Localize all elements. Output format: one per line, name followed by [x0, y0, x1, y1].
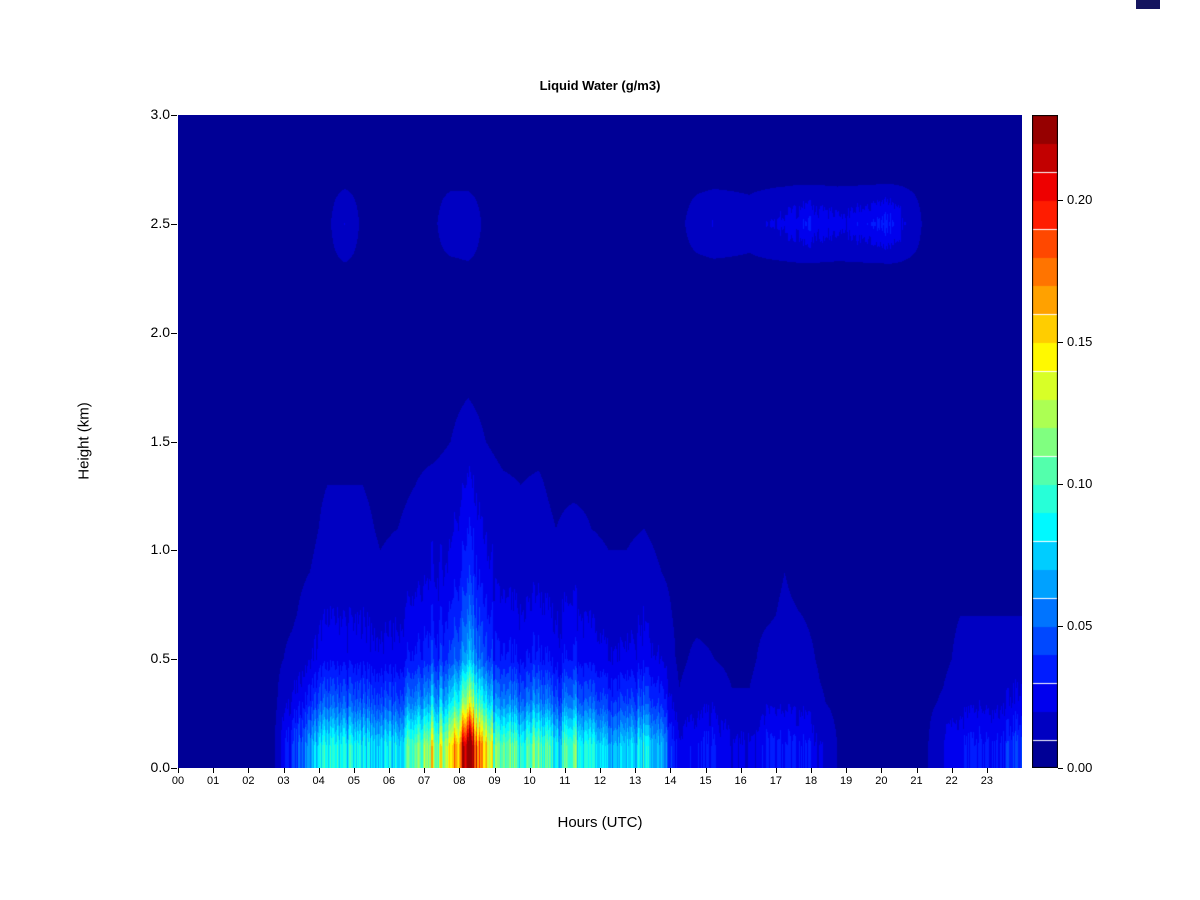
x-tick-label: 21 — [910, 775, 923, 787]
y-tick-mark — [171, 550, 177, 551]
x-tick-mark — [213, 768, 214, 773]
x-tick-label: 17 — [769, 775, 782, 787]
x-tick-label: 09 — [488, 775, 501, 787]
x-tick-label: 05 — [347, 775, 360, 787]
x-tick-label: 15 — [699, 775, 712, 787]
x-tick-label: 18 — [804, 775, 818, 787]
x-tick-label: 06 — [382, 775, 396, 787]
x-tick-mark — [741, 768, 742, 773]
x-tick-mark — [284, 768, 285, 773]
x-tick-label: 07 — [418, 775, 431, 787]
x-tick-mark — [635, 768, 636, 773]
x-tick-label: 02 — [242, 775, 255, 787]
colorbar-tick-mark — [1058, 200, 1063, 201]
y-tick-label: 2.5 — [150, 214, 170, 231]
colorbar-tick-label: 0.20 — [1067, 192, 1093, 208]
x-tick-label: 04 — [312, 775, 325, 787]
x-tick-mark — [706, 768, 707, 773]
x-tick-label: 00 — [171, 775, 185, 787]
x-tick-mark — [917, 768, 918, 773]
x-tick-label: 11 — [559, 775, 571, 787]
chart-title: Liquid Water (g/m3) — [539, 78, 661, 93]
colorbar-canvas — [1032, 115, 1058, 768]
x-tick-mark — [459, 768, 460, 773]
y-tick-label: 1.0 — [150, 541, 170, 558]
x-tick-label: 12 — [593, 775, 607, 787]
y-tick-label: 2.0 — [150, 323, 170, 340]
x-tick-mark — [987, 768, 988, 773]
x-axis-label: Hours (UTC) — [557, 814, 643, 831]
x-tick-mark — [565, 768, 566, 773]
x-tick-label: 20 — [875, 775, 888, 787]
screen-artifact — [1136, 0, 1160, 9]
x-tick-label: 14 — [664, 775, 677, 787]
colorbar-tick-mark — [1058, 768, 1063, 769]
heatmap-canvas — [178, 115, 1022, 768]
x-tick-label: 16 — [734, 775, 747, 787]
colorbar-tick-label: 0.15 — [1067, 334, 1093, 350]
x-tick-label: 08 — [453, 775, 466, 787]
x-tick-mark — [178, 768, 179, 773]
x-tick-mark — [846, 768, 847, 773]
x-tick-mark — [600, 768, 601, 773]
x-tick-mark — [389, 768, 390, 773]
x-tick-mark — [354, 768, 355, 773]
x-tick-mark — [530, 768, 531, 773]
x-tick-label: 19 — [840, 775, 853, 787]
x-tick-mark — [881, 768, 882, 773]
x-tick-label: 23 — [980, 775, 993, 787]
y-tick-mark — [171, 115, 177, 116]
y-tick-label: 3.0 — [150, 106, 170, 122]
colorbar-tick-label: 0.05 — [1067, 618, 1093, 634]
colorbar-tick-label: 0.00 — [1067, 760, 1093, 775]
x-tick-mark — [319, 768, 320, 773]
x-tick-mark — [952, 768, 953, 773]
colorbar-tick-mark — [1058, 484, 1063, 485]
x-tick-mark — [248, 768, 249, 773]
colorbar-tick-label: 0.10 — [1067, 476, 1093, 492]
y-axis-label: Height (km) — [75, 402, 93, 480]
x-tick-label: 03 — [277, 775, 290, 787]
y-tick-mark — [171, 224, 177, 225]
x-tick-mark — [776, 768, 777, 773]
x-tick-label: 22 — [945, 775, 958, 787]
x-tick-mark — [811, 768, 812, 773]
x-tick-mark — [670, 768, 671, 773]
y-tick-label: 0.0 — [150, 759, 170, 775]
x-tick-label: 10 — [523, 775, 536, 787]
colorbar-tick-mark — [1058, 626, 1063, 627]
y-tick-mark — [171, 333, 177, 334]
x-tick-mark — [495, 768, 496, 773]
y-tick-label: 0.5 — [150, 650, 170, 667]
colorbar-tick-mark — [1058, 342, 1063, 343]
y-tick-mark — [171, 659, 177, 660]
x-tick-label: 01 — [207, 775, 220, 787]
x-tick-label: 13 — [629, 775, 642, 787]
x-tick-mark — [424, 768, 425, 773]
y-tick-mark — [171, 442, 177, 443]
y-tick-mark — [171, 768, 177, 769]
y-tick-label: 1.5 — [150, 432, 170, 449]
